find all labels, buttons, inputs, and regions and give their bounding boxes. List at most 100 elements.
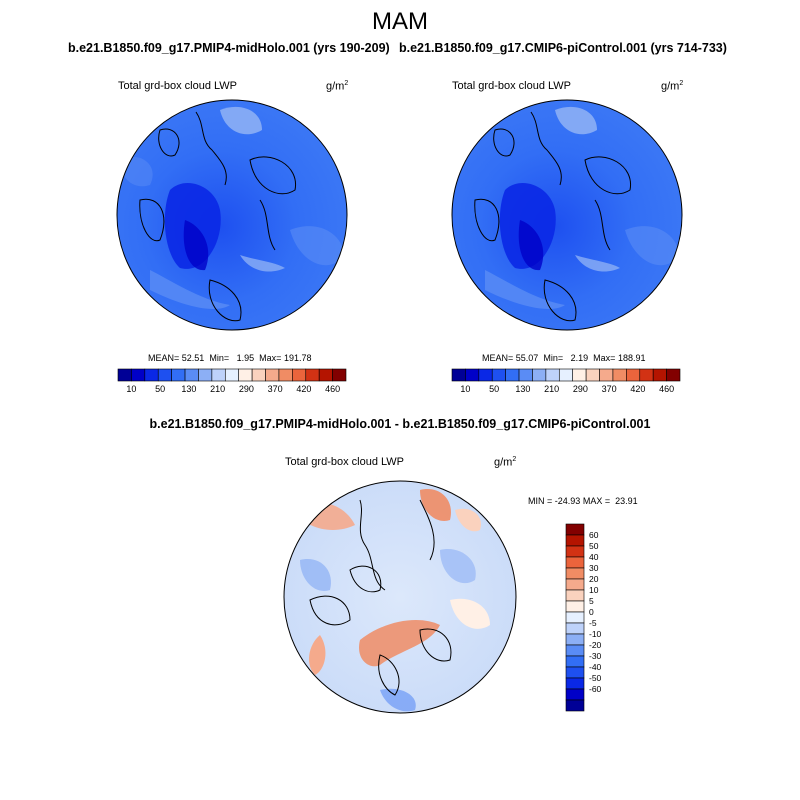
colorbar-swatch: [224, 368, 240, 382]
colorbar-tick-label: 420: [296, 384, 311, 394]
colorbar-swatch: [157, 368, 172, 382]
colorbar-tick-label: 290: [573, 384, 588, 394]
colorbar-swatch: [666, 368, 681, 382]
colorbar-swatch: [565, 600, 585, 613]
colorbar-tick-label: 210: [210, 384, 225, 394]
colorbar-swatch: [545, 368, 560, 382]
colorbar-tick-label: 130: [181, 384, 196, 394]
colorbar-swatch: [639, 368, 654, 382]
colorbar-swatch: [565, 578, 585, 591]
colorbar-swatch: [491, 368, 506, 382]
colorbar-swatch: [565, 633, 585, 646]
colorbar-tick-label: 290: [239, 384, 254, 394]
panel-1-variable-label: Total grd-box cloud LWP: [118, 80, 238, 92]
colorbar-tick-label: 10: [126, 384, 136, 394]
colorbar-tick-label: -60: [589, 684, 602, 694]
colorbar-swatch: [318, 368, 333, 382]
colorbar-swatch: [652, 368, 667, 382]
colorbar-swatch: [451, 368, 466, 382]
colorbar-swatch: [505, 368, 520, 382]
colorbar-tick-label: 50: [489, 384, 499, 394]
colorbar-swatch: [565, 699, 585, 712]
colorbar-swatch: [332, 368, 347, 382]
colorbar-swatch: [305, 368, 320, 382]
colorbar-swatch: [565, 523, 585, 536]
panel-3-map: [283, 480, 517, 714]
colorbar-swatch: [478, 368, 493, 382]
colorbar-tick-label: 0: [589, 607, 594, 617]
colorbar-swatch: [565, 677, 585, 690]
colorbar-swatch: [599, 368, 614, 382]
colorbar-swatch: [565, 644, 585, 657]
panel-2-title: b.e21.B1850.f09_g17.CMIP6-piControl.001 …: [399, 41, 727, 55]
colorbar-tick-label: -30: [589, 651, 602, 661]
panel-1-title: b.e21.B1850.f09_g17.PMIP4-midHolo.001 (y…: [68, 41, 390, 55]
colorbar-swatch: [265, 368, 280, 382]
colorbar-swatch: [532, 368, 547, 382]
colorbar-tick-label: 370: [602, 384, 617, 394]
colorbar-swatch: [585, 368, 600, 382]
colorbar-tick-label: 60: [589, 530, 599, 540]
colorbar-tick-label: -50: [589, 673, 602, 683]
colorbar-swatch: [518, 368, 533, 382]
colorbar-tick-label: 130: [515, 384, 530, 394]
panel-3-stats: MIN = -24.93 MAX = 23.91: [528, 496, 638, 506]
colorbar-swatch: [278, 368, 293, 382]
colorbar-swatch: [626, 368, 641, 382]
colorbar-swatch: [251, 368, 266, 382]
colorbar-tick-label: 370: [268, 384, 283, 394]
colorbar-tick-label: 460: [325, 384, 340, 394]
colorbar-swatch: [612, 368, 627, 382]
colorbar-tick-label: 5: [589, 596, 594, 606]
colorbar-swatch: [465, 368, 480, 382]
panel-2-variable-label: Total grd-box cloud LWP: [452, 80, 572, 92]
panel-1-colorbar: 10 50 130 210 290 370 420 460: [117, 368, 347, 394]
colorbar-tick-label: -40: [589, 662, 602, 672]
page-title: MAM: [372, 8, 428, 35]
colorbar-tick-label: -5: [589, 618, 597, 628]
colorbar-tick-label: 460: [659, 384, 674, 394]
colorbar-tick-label: 50: [589, 541, 599, 551]
colorbar-tick-label: 30: [589, 563, 599, 573]
panel-2-colorbar: 10 50 130 210 290 370 420 460: [451, 368, 681, 394]
colorbar-swatch: [565, 556, 585, 569]
colorbar-tick-label: 40: [589, 552, 599, 562]
colorbar-swatch: [572, 368, 587, 382]
colorbar-swatch: [184, 368, 199, 382]
colorbar-swatch: [565, 688, 585, 701]
panel-2-units: g/m2: [661, 80, 684, 93]
colorbar-tick-label: 10: [589, 585, 599, 595]
colorbar-swatch: [565, 655, 585, 668]
colorbar-tick-label: -10: [589, 629, 602, 639]
colorbar-swatch: [292, 368, 307, 382]
panel-1-units: g/m2: [326, 80, 349, 93]
panel-1-stats: MEAN= 52.51 Min= 1.95 Max= 191.78: [148, 353, 312, 363]
panel-3-units: g/m2: [494, 456, 517, 469]
panel-1-map: [116, 99, 348, 331]
panel-2-map: [451, 99, 683, 331]
colorbar-swatch: [565, 534, 585, 547]
colorbar-swatch: [171, 368, 186, 382]
colorbar-swatch: [565, 567, 585, 580]
colorbar-tick-label: -20: [589, 640, 602, 650]
colorbar-swatch: [565, 589, 585, 602]
colorbar-swatch: [211, 368, 226, 382]
colorbar-tick-label: 420: [630, 384, 645, 394]
colorbar-swatch: [565, 611, 585, 624]
colorbar-swatch: [565, 545, 585, 558]
colorbar-tick-label: 10: [460, 384, 470, 394]
colorbar-tick-label: 50: [155, 384, 165, 394]
colorbar-swatch: [565, 622, 585, 635]
colorbar-swatch: [131, 368, 146, 382]
colorbar-tick-label: 210: [544, 384, 559, 394]
colorbar-swatch: [144, 368, 159, 382]
colorbar-swatch: [558, 368, 574, 382]
panel-3-title: b.e21.B1850.f09_g17.PMIP4-midHolo.001 - …: [149, 417, 651, 431]
colorbar-tick-label: 20: [589, 574, 599, 584]
panel-2-stats: MEAN= 55.07 Min= 2.19 Max= 188.91: [482, 353, 646, 363]
panel-3-variable-label: Total grd-box cloud LWP: [285, 456, 405, 468]
colorbar-swatch: [117, 368, 132, 382]
colorbar-swatch: [565, 666, 585, 679]
